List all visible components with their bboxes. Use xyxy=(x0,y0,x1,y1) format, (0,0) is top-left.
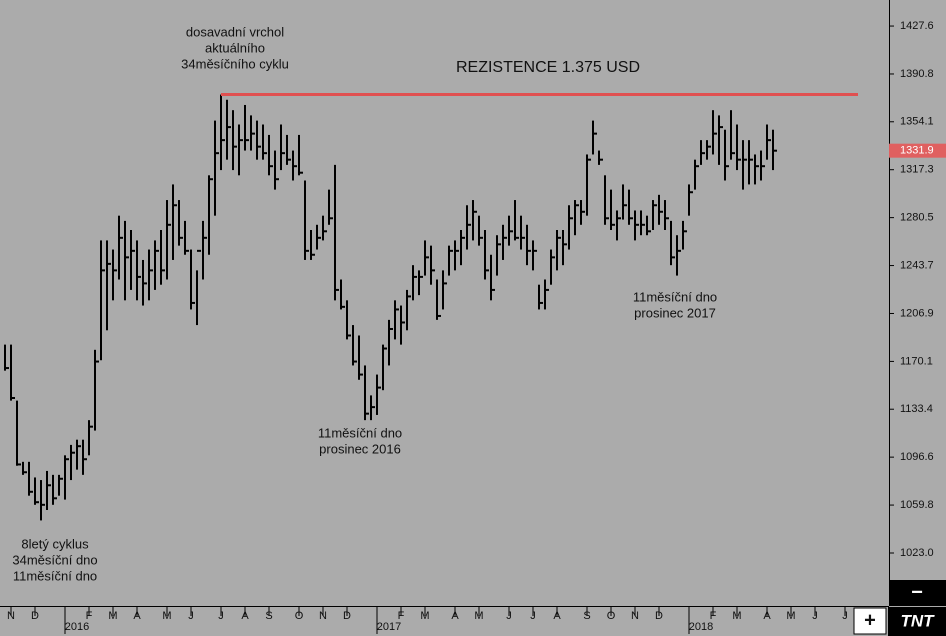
x-tick-label: M xyxy=(108,610,117,622)
y-tick-label: 1243.7 xyxy=(900,259,934,271)
plus-label[interactable]: + xyxy=(864,609,876,631)
annotation: 34měsíčního cyklu xyxy=(181,56,289,71)
x-tick-label: J xyxy=(812,610,818,622)
annotation: prosinec 2016 xyxy=(319,441,401,456)
x-tick-label: A xyxy=(241,610,249,622)
logo: TNT xyxy=(900,611,935,630)
y-tick-label: 1059.8 xyxy=(900,499,934,511)
annotation: dosavadní vrchol xyxy=(186,24,284,39)
annotation: aktuálního xyxy=(205,40,265,55)
x-tick-label: N xyxy=(319,610,327,622)
x-tick-label: J xyxy=(188,610,194,622)
x-tick-label: D xyxy=(31,610,39,622)
x-tick-label: J xyxy=(506,610,512,622)
y-tick-label: 1170.1 xyxy=(900,355,933,367)
y-tick-label: 1390.8 xyxy=(900,68,934,80)
x-tick-label: A xyxy=(553,610,561,622)
annotation: prosinec 2017 xyxy=(634,305,716,320)
last-price-label: 1331.9 xyxy=(900,145,934,157)
y-tick-label: 1133.4 xyxy=(900,403,933,415)
x-tick-label: M xyxy=(162,610,171,622)
x-tick-label: O xyxy=(607,610,616,622)
y-tick-label: 1206.9 xyxy=(900,307,934,319)
x-tick-label: M xyxy=(732,610,741,622)
x-tick-label: M xyxy=(474,610,483,622)
year-label: 2016 xyxy=(65,621,89,633)
x-tick-label: A xyxy=(451,610,459,622)
x-tick-label: F xyxy=(86,610,93,622)
x-tick-label: F xyxy=(710,610,717,622)
y-tick-label: 1280.5 xyxy=(900,212,934,224)
x-tick-label: D xyxy=(343,610,351,622)
x-tick-label: J xyxy=(218,610,224,622)
x-tick-label: A xyxy=(133,610,141,622)
x-tick-label: D xyxy=(655,610,663,622)
y-tick-label: 1317.3 xyxy=(900,164,934,176)
x-tick-label: S xyxy=(583,610,590,622)
x-tick-label: O xyxy=(295,610,304,622)
x-tick-label: J xyxy=(842,610,848,622)
x-tick-label: N xyxy=(631,610,639,622)
x-tick-label: M xyxy=(420,610,429,622)
x-tick-label: F xyxy=(398,610,405,622)
annotation: 8letý cyklus xyxy=(21,536,89,551)
annotation: 11měsíční dno xyxy=(633,289,717,304)
minus-button[interactable] xyxy=(890,580,946,606)
x-tick-label: M xyxy=(786,610,795,622)
x-tick-label: J xyxy=(530,610,536,622)
y-tick-label: 1427.6 xyxy=(900,20,934,32)
x-tick-label: A xyxy=(763,610,771,622)
logo-box xyxy=(888,607,946,636)
annotation: 11měsíční dno xyxy=(13,568,97,583)
plus-button[interactable] xyxy=(853,607,887,635)
resistance-label: REZISTENCE 1.375 USD xyxy=(456,59,640,76)
annotation: 34měsíční dno xyxy=(12,552,97,567)
year-label: 2017 xyxy=(377,621,401,633)
x-tick-label: S xyxy=(265,610,272,622)
last-price-box xyxy=(889,143,946,158)
year-label: 2018 xyxy=(689,621,713,633)
annotation: 11měsíční dno xyxy=(318,425,402,440)
y-tick-label: 1354.1 xyxy=(900,116,934,128)
minus-label[interactable]: − xyxy=(911,581,923,603)
x-tick-label: N xyxy=(7,610,15,622)
y-tick-label: 1096.6 xyxy=(900,451,934,463)
y-tick-label: 1023.0 xyxy=(900,547,934,559)
